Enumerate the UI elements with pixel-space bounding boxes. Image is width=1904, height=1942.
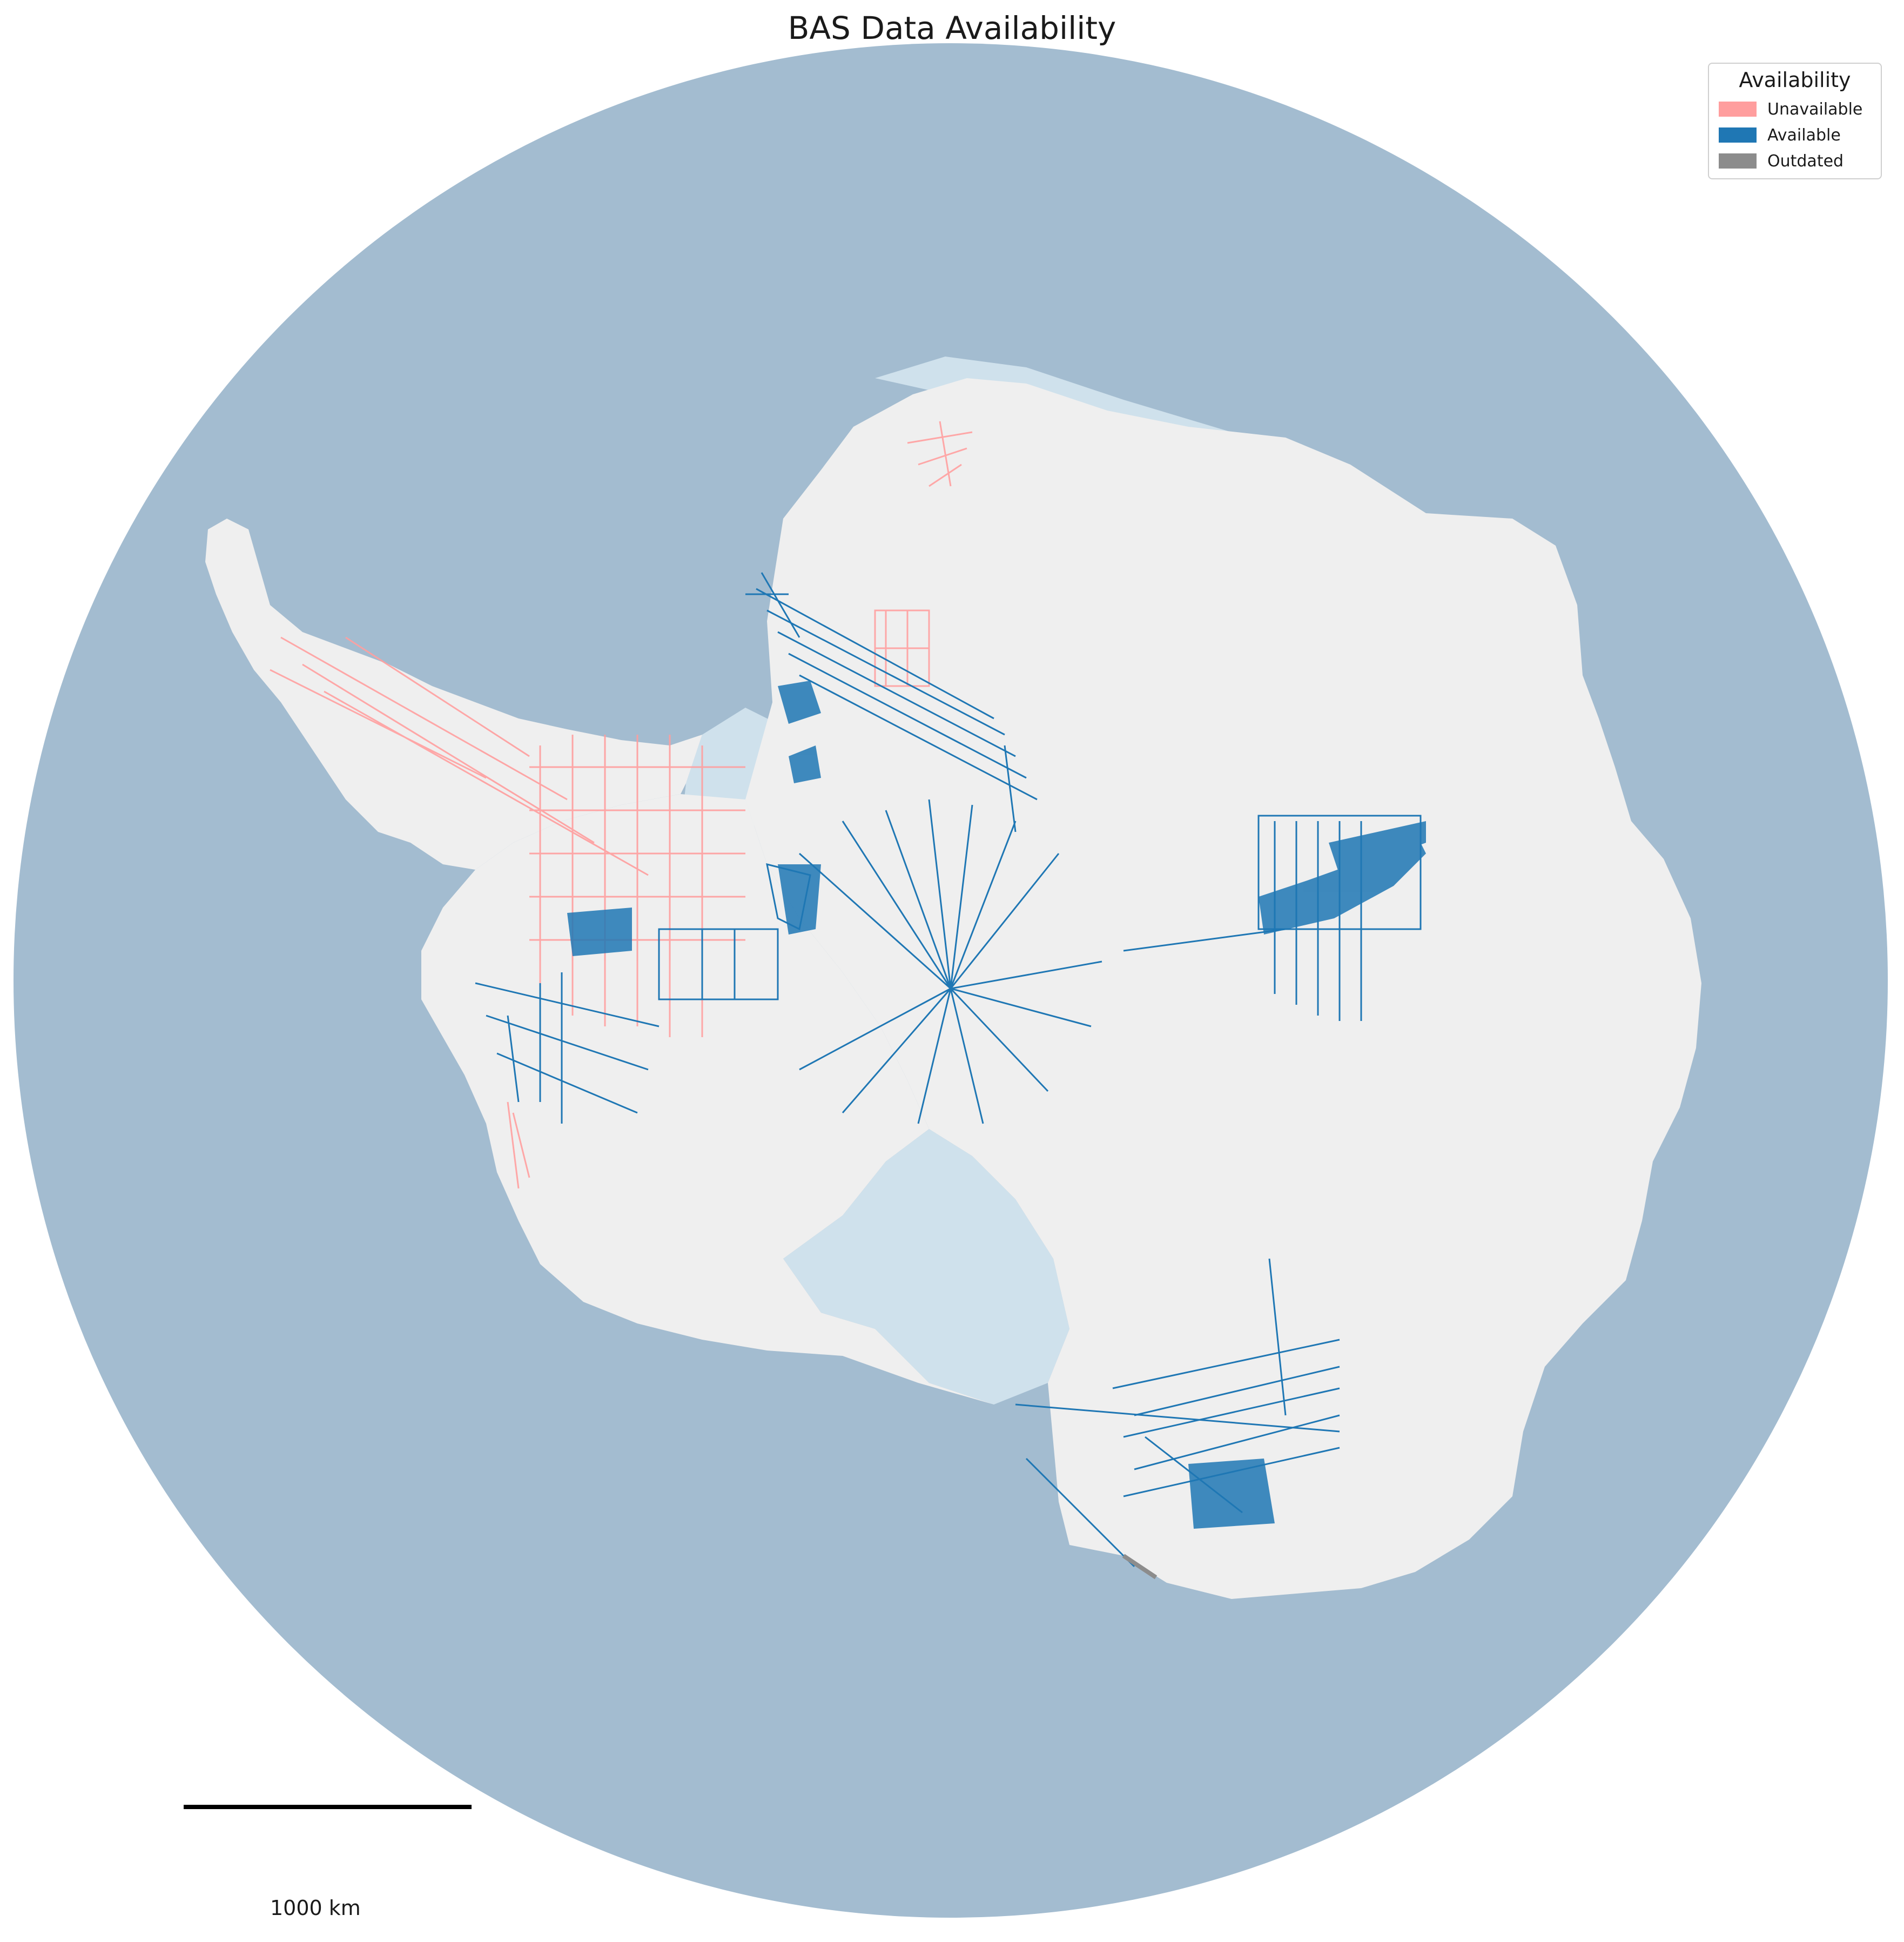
legend-title: Availability — [1739, 68, 1851, 92]
legend-label-available: Available — [1767, 125, 1841, 145]
legend-swatch-unavailable — [1719, 102, 1757, 117]
legend-item-outdated: Outdated — [1719, 150, 1844, 172]
land-west-antarctica — [421, 794, 994, 1405]
legend-label-outdated: Outdated — [1767, 151, 1844, 171]
land-east-antarctica — [745, 378, 1701, 1599]
legend-item-unavailable: Unavailable — [1719, 98, 1862, 120]
survey-lines-unavailable — [270, 421, 973, 1189]
map-title: BAS Data Availability — [788, 10, 1116, 46]
survey-blocks-available — [567, 681, 1426, 1529]
legend-label-unavailable: Unavailable — [1767, 99, 1863, 119]
survey-lines-outdated — [1122, 1554, 1158, 1580]
ice-shelf-ross — [783, 1129, 1069, 1405]
legend: Availability Unavailable Available Outda… — [1708, 63, 1882, 179]
legend-swatch-outdated — [1719, 153, 1757, 169]
legend-swatch-available — [1719, 127, 1757, 143]
scale-bar-label: 1000 km — [270, 1896, 361, 1920]
legend-item-available: Available — [1719, 124, 1841, 146]
land-antarctic-peninsula — [205, 519, 702, 870]
